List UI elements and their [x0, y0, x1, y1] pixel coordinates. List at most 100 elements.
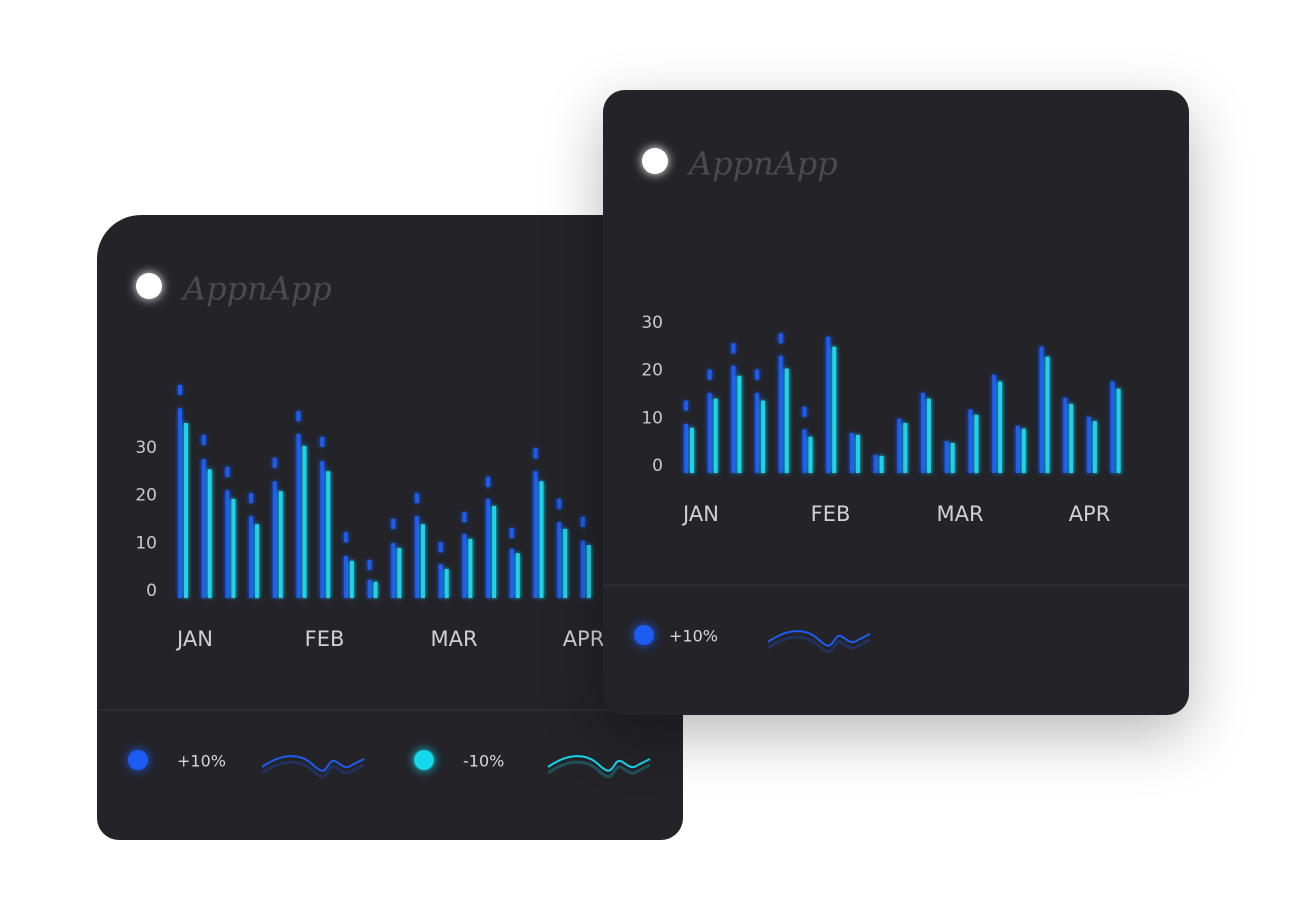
bar [778, 355, 783, 473]
bar [755, 392, 760, 473]
bar [784, 368, 789, 473]
bar [272, 481, 277, 598]
bar-cap [533, 448, 538, 459]
y-tick-label: 20 [641, 361, 663, 381]
sparkline [547, 755, 651, 772]
bar [974, 414, 979, 473]
status-dot [136, 273, 162, 299]
bar [684, 423, 688, 473]
bar [992, 374, 997, 473]
bar-cap [438, 542, 443, 553]
bar [201, 459, 206, 598]
bar [444, 568, 449, 598]
y-tick-label: 30 [641, 313, 663, 333]
bar-cap [367, 559, 372, 570]
bar-cap [707, 369, 712, 380]
y-tick-label: 30 [135, 438, 157, 458]
bar [586, 545, 591, 598]
y-tick-label: 10 [135, 533, 157, 553]
bar [808, 436, 813, 473]
bar [1110, 381, 1115, 473]
indicator-label: +10% [177, 752, 226, 771]
bar [563, 528, 568, 598]
brand-logo: AppnApp [180, 270, 332, 308]
sparkline-shadow [261, 760, 365, 779]
bar [1092, 421, 1097, 473]
bar-cap [684, 400, 688, 411]
bar [421, 524, 425, 598]
bar-cap [391, 518, 396, 529]
bar [921, 392, 925, 473]
indicator-label: -10% [463, 752, 504, 771]
bar [539, 481, 544, 598]
bar [462, 534, 467, 598]
bar [397, 547, 402, 598]
bar [832, 346, 837, 473]
bar-cap [178, 384, 182, 395]
bar-cap [557, 498, 562, 509]
bar-cap [802, 406, 807, 417]
bar [849, 432, 854, 473]
bar-cap [296, 411, 301, 422]
bar [320, 461, 325, 598]
bar [515, 553, 520, 598]
bar [737, 375, 742, 473]
bar [802, 429, 807, 473]
bar [225, 490, 230, 598]
bar [373, 581, 378, 598]
bar [690, 427, 694, 473]
x-label: JAN [681, 502, 719, 526]
bar [1116, 388, 1121, 473]
bar-cap [580, 516, 585, 527]
bar [1015, 425, 1020, 473]
bar-cap [249, 493, 254, 504]
bar-cap [778, 333, 783, 344]
bar-cap [731, 343, 736, 354]
bar [580, 540, 585, 598]
bar [1045, 356, 1050, 473]
bar [557, 522, 562, 598]
bar [415, 516, 419, 598]
sparkline-shadow [767, 635, 871, 654]
x-label: MAR [936, 502, 983, 526]
bar [533, 471, 538, 598]
bar [255, 524, 260, 598]
y-tick-label: 10 [641, 408, 663, 428]
bar [249, 516, 254, 598]
bar [731, 365, 736, 473]
bar [707, 392, 712, 473]
x-label: JAN [175, 627, 213, 651]
indicator-dot [128, 750, 148, 770]
x-label: FEB [811, 502, 851, 526]
x-label: APR [563, 627, 605, 651]
bar [302, 445, 307, 598]
bar-cap [343, 532, 348, 543]
bar-cap [201, 434, 206, 445]
bar [1039, 346, 1044, 473]
sparkline [767, 630, 871, 647]
bar [998, 381, 1003, 473]
chart-card: AppnApp 0 10 20 30 JAN FEB MAR APR +10% -10% [97, 215, 683, 840]
y-tick-label: 20 [135, 486, 157, 506]
bar-cap [509, 527, 514, 538]
x-label: APR [1069, 502, 1111, 526]
indicator-dot [634, 625, 654, 645]
bar [761, 400, 766, 473]
chart: AppnApp 0 10 20 30 JAN FEB MAR APR +10% -10% [97, 270, 683, 779]
bar [968, 409, 973, 473]
indicator-label: +10% [669, 627, 718, 646]
bar [897, 418, 902, 473]
bar-cap [486, 476, 491, 487]
bar [349, 560, 354, 598]
bar [278, 491, 283, 598]
chart: AppnApp 0 10 20 30 JAN FEB MAR APR +10% [603, 145, 1189, 654]
bar [231, 498, 236, 598]
bar [944, 441, 949, 473]
bar [178, 408, 182, 598]
bar [950, 442, 955, 473]
bar [207, 469, 212, 598]
bar [927, 398, 931, 473]
bar [184, 423, 188, 598]
bar-cap [272, 457, 277, 468]
